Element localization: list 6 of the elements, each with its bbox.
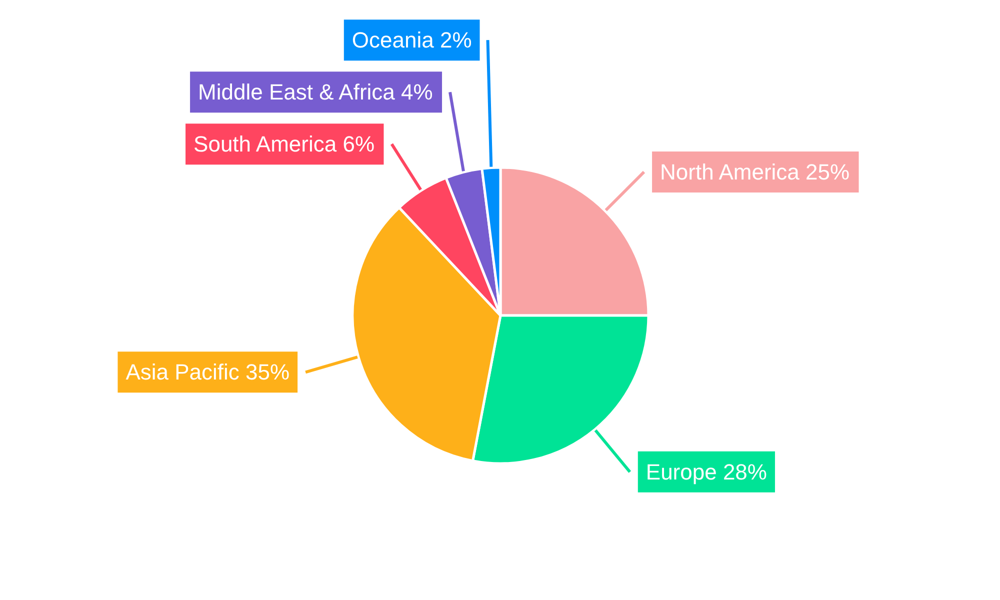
slice-label: Oceania 2% xyxy=(352,28,472,53)
slice-label: South America 6% xyxy=(194,132,375,157)
slice-label: North America 25% xyxy=(660,159,850,184)
slice-label: Middle East & Africa 4% xyxy=(198,80,433,105)
slice-label: Europe 28% xyxy=(646,459,767,484)
slice-label: Asia Pacific 35% xyxy=(126,360,290,385)
